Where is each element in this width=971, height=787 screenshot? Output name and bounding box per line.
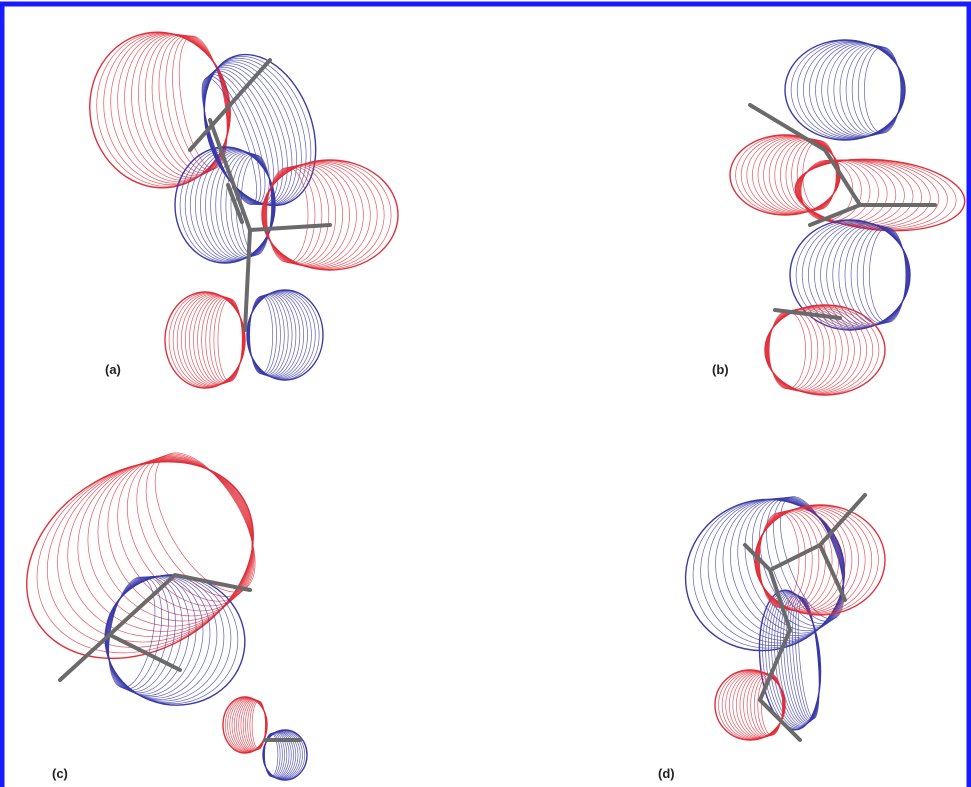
panel-label: (d): [658, 766, 675, 781]
panel-label: (c): [52, 766, 68, 781]
panel-label: (a): [105, 362, 121, 377]
page: (a) (b) (c) (d) (() => { const data = JS…: [0, 0, 971, 787]
figure: (a) (b) (c) (d): [0, 0, 971, 787]
panel-label: (b): [712, 362, 729, 377]
